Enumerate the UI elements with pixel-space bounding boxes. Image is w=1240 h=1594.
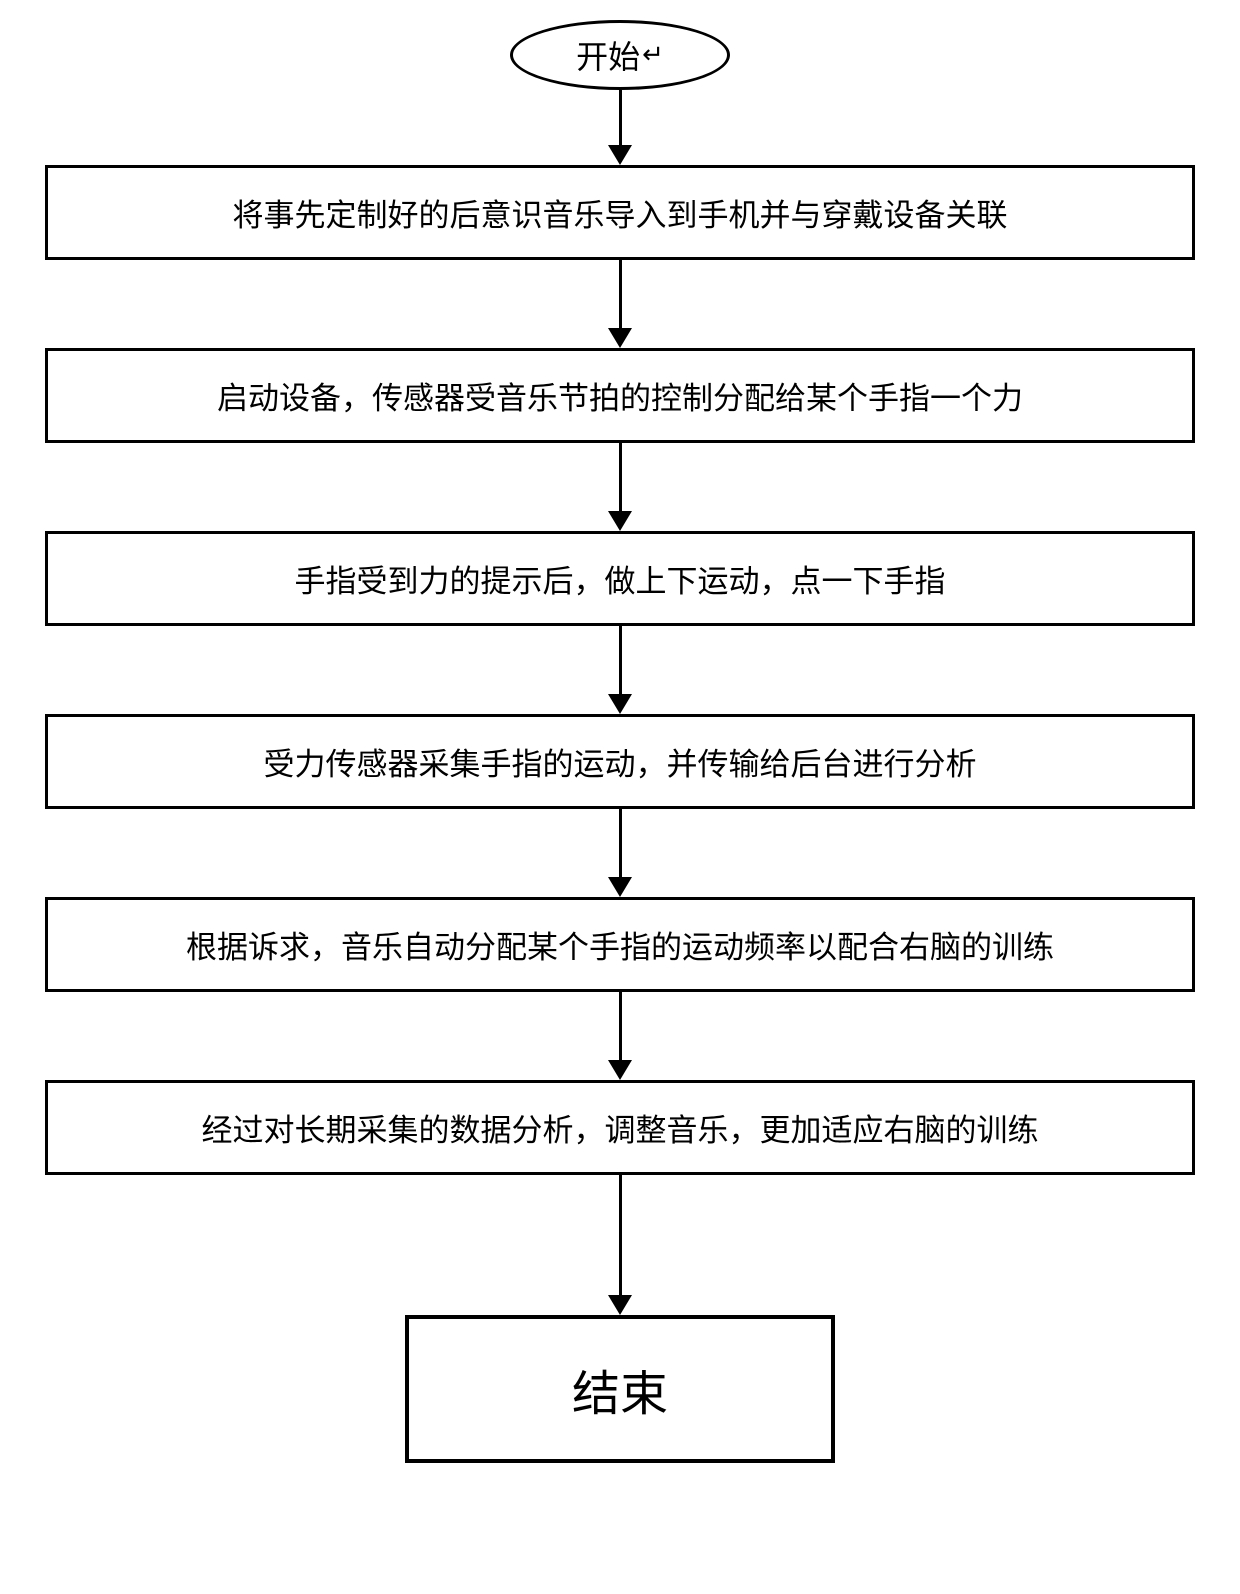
step-4: 受力传感器采集手指的运动，并传输给后台进行分析 xyxy=(45,714,1195,809)
step-3: 手指受到力的提示后，做上下运动，点一下手指 xyxy=(45,531,1195,626)
step-3-label: 手指受到力的提示后，做上下运动，点一下手指 xyxy=(295,564,946,599)
arrow-1 xyxy=(608,260,632,348)
arrow-6 xyxy=(608,1175,632,1315)
step-5-label: 根据诉求，音乐自动分配某个手指的运动频率以配合右脑的训练 xyxy=(186,930,1054,965)
step-1: 将事先定制好的后意识音乐导入到手机并与穿戴设备关联 xyxy=(45,165,1195,260)
start-node: 开始↵ xyxy=(510,20,730,90)
start-cursor-mark: ↵ xyxy=(642,40,664,70)
arrow-2 xyxy=(608,443,632,531)
step-5: 根据诉求，音乐自动分配某个手指的运动频率以配合右脑的训练 xyxy=(45,897,1195,992)
step-2-label: 启动设备，传感器受音乐节拍的控制分配给某个手指一个力 xyxy=(217,381,1023,416)
end-label: 结束 xyxy=(572,1368,668,1421)
arrow-3 xyxy=(608,626,632,714)
start-label: 开始 xyxy=(576,32,640,78)
step-2: 启动设备，传感器受音乐节拍的控制分配给某个手指一个力 xyxy=(45,348,1195,443)
arrow-4 xyxy=(608,809,632,897)
step-1-label: 将事先定制好的后意识音乐导入到手机并与穿戴设备关联 xyxy=(233,198,1008,233)
step-6-label: 经过对长期采集的数据分析，调整音乐，更加适应右脑的训练 xyxy=(202,1113,1039,1148)
end-node: 结束 xyxy=(405,1315,835,1463)
step-4-label: 受力传感器采集手指的运动，并传输给后台进行分析 xyxy=(264,747,977,782)
step-6: 经过对长期采集的数据分析，调整音乐，更加适应右脑的训练 xyxy=(45,1080,1195,1175)
arrow-0 xyxy=(608,90,632,165)
flowchart-container: 开始↵ 将事先定制好的后意识音乐导入到手机并与穿戴设备关联 启动设备，传感器受音… xyxy=(40,20,1200,1463)
arrow-5 xyxy=(608,992,632,1080)
